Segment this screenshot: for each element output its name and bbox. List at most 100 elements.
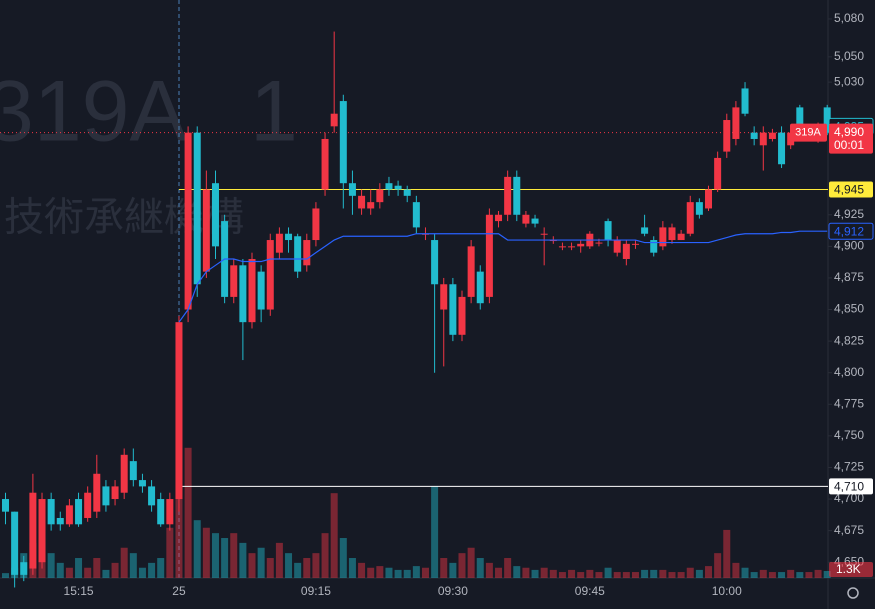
volume-bar [285, 553, 293, 578]
candle-body [102, 486, 110, 506]
candle-body [138, 480, 146, 487]
candle-body [659, 227, 667, 247]
volume-bar [540, 567, 548, 578]
watermark-interval: 1 [250, 64, 298, 160]
vwap-line [178, 230, 828, 323]
volume-bar [385, 567, 393, 578]
candle-body [531, 218, 539, 224]
y-tick-label: 4,800 [834, 365, 864, 379]
candle-body [111, 486, 119, 500]
y-tick-label: 4,725 [834, 460, 864, 474]
volume-bar [558, 572, 566, 578]
volume-bar [659, 569, 667, 578]
candle-body [476, 271, 484, 304]
volume-bar [257, 547, 265, 578]
candle-body [93, 473, 101, 512]
x-tick-label: 09:45 [575, 584, 605, 598]
candle-body [20, 562, 28, 575]
volume-bar [2, 573, 9, 578]
volume-bar [796, 572, 804, 578]
volume-bar [595, 572, 603, 578]
candle-body [75, 499, 83, 525]
symbol-bg [790, 123, 827, 142]
volume-bar [705, 566, 713, 578]
candle-body [823, 107, 831, 133]
y-tick-label: 5,050 [834, 49, 864, 63]
price-label-bg [829, 181, 873, 198]
y-tick-label: 4,900 [834, 239, 864, 253]
volume-bar [330, 493, 338, 578]
candle-body [577, 243, 585, 247]
candle-body [84, 492, 92, 518]
candle-body [257, 271, 265, 310]
volume-bar [56, 562, 64, 578]
candle-body [403, 189, 411, 196]
candle-body [193, 132, 201, 285]
candle-body [321, 138, 329, 190]
candle-body [705, 189, 713, 209]
volume-bar [531, 569, 539, 578]
volume-bar [622, 572, 630, 578]
candle-body [714, 157, 722, 190]
candle-body [431, 240, 439, 285]
volume-bar [239, 542, 247, 578]
candle-body [294, 236, 302, 272]
candle-body [741, 88, 749, 114]
volume-bar [467, 547, 475, 578]
volume-bar [403, 569, 411, 578]
volume-bar [741, 567, 749, 578]
last-price-bg [829, 123, 873, 154]
candle-body [11, 511, 19, 575]
candle-body [622, 243, 630, 259]
candle-body [348, 183, 356, 196]
candle-body [750, 132, 758, 139]
candle-body [230, 265, 238, 297]
candle-body [376, 189, 384, 203]
settings-icon[interactable] [847, 587, 859, 599]
candle-body [275, 233, 283, 253]
candle-body [2, 499, 9, 512]
price-label: 4,912 [834, 224, 864, 238]
candle-body [29, 492, 37, 569]
candle-body [467, 246, 475, 297]
volume-bar [504, 558, 512, 578]
price-label: 4,710 [834, 480, 864, 494]
candle-body [120, 454, 128, 493]
candle-body [330, 113, 338, 127]
price-label-bg [828, 222, 874, 240]
volume-bar [787, 569, 795, 578]
candle-body [604, 221, 612, 241]
volume-bar [211, 533, 219, 578]
candle-body [631, 243, 639, 245]
volume-bar [650, 569, 658, 578]
y-tick-label: 4,825 [834, 333, 864, 347]
candle-body [723, 120, 731, 152]
volume-bar [686, 567, 694, 578]
volume-bar [166, 527, 174, 578]
volume-bar [513, 566, 521, 578]
volume-bar [586, 569, 594, 578]
candle-body [732, 107, 740, 139]
candle-body [56, 517, 64, 525]
candle-body [47, 499, 55, 525]
candle-body [778, 132, 786, 165]
volume-bar [367, 567, 375, 578]
volume-bar [120, 547, 128, 578]
countdown: 00:01 [834, 138, 864, 152]
volume-bar [431, 486, 439, 578]
candle-body [695, 202, 703, 215]
volume-bar [768, 572, 776, 578]
x-tick-label: 09:30 [438, 584, 468, 598]
volume-bar [184, 447, 192, 578]
volume-bar [303, 558, 311, 578]
x-tick-label: 10:00 [712, 584, 742, 598]
candle-body [285, 233, 293, 241]
volume-bar [449, 562, 457, 578]
volume-bar [93, 558, 101, 578]
volume-bar [522, 567, 530, 578]
volume-bar [823, 570, 831, 578]
candle-body [394, 185, 402, 190]
volume-bar [339, 538, 347, 578]
candle-body [303, 240, 311, 266]
volume-bar [230, 533, 238, 578]
